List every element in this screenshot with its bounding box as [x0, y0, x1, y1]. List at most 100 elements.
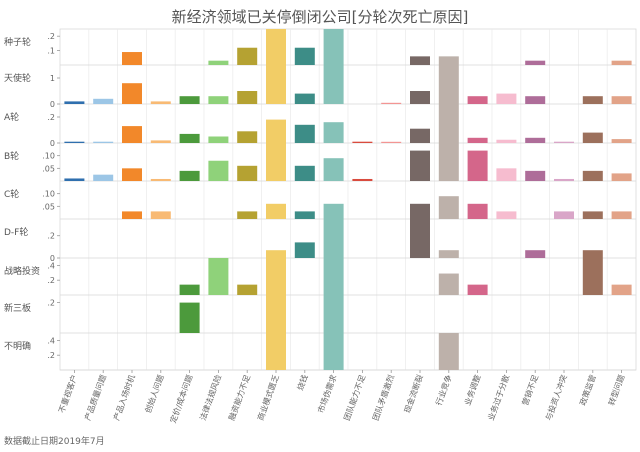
x-tick-label: 现金流断裂: [402, 373, 425, 414]
bar: [438, 56, 459, 65]
row-label: C轮: [4, 188, 19, 200]
bar: [323, 333, 344, 370]
bar: [64, 101, 85, 104]
bar: [323, 158, 344, 181]
bar: [179, 170, 200, 181]
row-panel: 天使轮 1 0: [4, 65, 636, 109]
bar: [266, 65, 286, 104]
bar: [323, 65, 344, 104]
bar: [611, 211, 632, 219]
x-tick-label: 市场伪需求: [315, 373, 338, 414]
bar: [438, 273, 459, 295]
bar: [294, 93, 315, 104]
y-tick-label: 0: [50, 254, 55, 263]
bar: [122, 52, 142, 65]
y-tick-label: .10: [42, 190, 55, 199]
bar: [381, 141, 402, 143]
bar: [438, 250, 459, 258]
x-tick-label: 产品质量问题: [82, 373, 108, 422]
bar: [352, 141, 373, 143]
bar: [611, 284, 632, 295]
bar: [122, 168, 142, 181]
bar: [525, 96, 546, 104]
bar: [208, 258, 229, 295]
x-tick-label: 烧钱: [295, 373, 310, 391]
bar: [525, 60, 546, 65]
bar: [266, 203, 286, 219]
bar: [438, 65, 459, 104]
bar: [294, 47, 315, 65]
bar: [150, 101, 171, 104]
bar: [467, 203, 488, 219]
bar: [582, 211, 603, 219]
row-label: A轮: [4, 111, 19, 123]
row-panel: A轮 .2 0: [4, 104, 636, 148]
bar: [122, 126, 142, 143]
y-tick-label: .4: [47, 336, 55, 345]
bar: [179, 302, 200, 333]
plot-area: 种子轮 .2 .1 天使轮 1 0 A轮 .2 0 B轮 .10 .05 C轮 .10 .05 D-F轮 .2 0…: [4, 28, 637, 371]
bar: [467, 137, 488, 143]
bar: [496, 139, 517, 143]
bar: [150, 140, 171, 143]
row-panel: 新三板 .2: [4, 295, 636, 334]
row-panel: 不明确 .4 .2: [4, 333, 636, 371]
x-tick-label: 业务调整: [462, 373, 482, 406]
bar: [294, 165, 315, 181]
x-tick-label: 营销不足: [520, 373, 540, 406]
y-tick-label: .2: [47, 299, 55, 308]
bar: [410, 56, 430, 65]
y-tick-label: .2: [47, 276, 55, 285]
bar: [496, 211, 517, 219]
bar: [438, 333, 459, 370]
y-tick-label: .2: [47, 351, 55, 360]
x-tick-label: 行业竞争: [433, 373, 453, 406]
bar: [266, 250, 286, 258]
bar: [266, 333, 286, 370]
bar: [208, 160, 229, 181]
bar: [266, 119, 286, 143]
bar: [179, 96, 200, 104]
bar: [150, 211, 171, 219]
bar: [266, 295, 286, 333]
row-label: 新三板: [4, 302, 31, 314]
bar: [611, 60, 632, 65]
y-tick-label: .1: [47, 47, 55, 56]
bar: [93, 141, 114, 143]
bar: [237, 47, 258, 65]
bar: [525, 170, 546, 181]
x-axis: 不重视客户 产品质量问题 产品入场时机 创始人问题 定价/成本问题 法律法规风险 融资能力不…: [56, 370, 626, 424]
bar: [323, 219, 344, 258]
bar: [438, 143, 459, 181]
bar: [410, 150, 430, 181]
x-tick-label: 法律法规风险: [197, 373, 223, 422]
x-tick-label: 政策监管: [577, 373, 597, 406]
row-label: 不明确: [4, 340, 31, 352]
y-tick-label: 0: [50, 100, 55, 109]
bar: [179, 284, 200, 295]
footnote: 数据截止日期2019年7月: [4, 435, 105, 447]
bar: [323, 122, 344, 143]
bar: [582, 250, 603, 258]
x-tick-label: 定价/成本问题: [168, 373, 195, 424]
bar: [525, 137, 546, 143]
row-label: D-F轮: [4, 226, 28, 238]
bar: [554, 141, 574, 143]
bar: [294, 124, 315, 143]
bar: [323, 258, 344, 295]
x-tick-label: 融资能力不足: [226, 373, 252, 422]
bar: [410, 128, 430, 143]
y-tick-label: 1: [50, 74, 55, 83]
x-tick-label: 不重视客户: [56, 373, 79, 414]
x-tick-label: 创始人问题: [143, 373, 166, 414]
bar: [266, 29, 286, 65]
y-tick-label: .2: [47, 32, 55, 41]
bar: [122, 83, 142, 104]
bar: [237, 211, 258, 219]
bar: [438, 196, 459, 219]
bar: [554, 211, 574, 219]
bar: [208, 136, 229, 143]
y-tick-label: .4: [47, 261, 55, 270]
bar: [237, 284, 258, 295]
